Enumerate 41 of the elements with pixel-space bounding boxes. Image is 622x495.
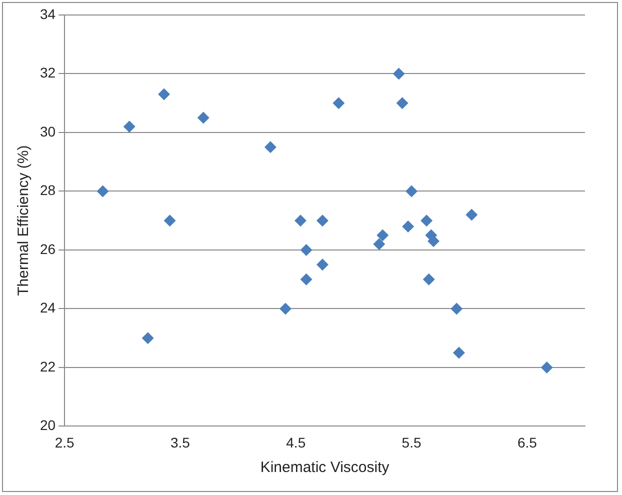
y-tick-label: 30 <box>40 123 56 140</box>
point <box>396 97 408 110</box>
x-axis-title: Kinematic Viscosity <box>260 459 390 476</box>
y-tick-label: 20 <box>40 417 56 434</box>
point <box>316 214 328 227</box>
y-tick-label: 32 <box>40 64 56 81</box>
point <box>406 185 418 198</box>
point <box>332 97 345 110</box>
y-tick-label: 24 <box>40 300 56 316</box>
point <box>420 214 433 227</box>
y-tick-label: 28 <box>40 182 56 198</box>
point <box>422 273 435 286</box>
point <box>264 141 276 154</box>
point <box>316 258 328 271</box>
x-tick-label: 2.5 <box>54 434 75 450</box>
x-tick-label: 3.5 <box>170 434 190 450</box>
point <box>164 214 176 227</box>
point <box>300 244 312 256</box>
point <box>373 238 386 250</box>
point <box>197 112 210 124</box>
x-tick-label: 4.5 <box>286 434 306 450</box>
point <box>158 88 170 100</box>
point <box>142 332 154 344</box>
point <box>450 302 463 315</box>
point <box>452 346 465 359</box>
y-axis-title: Thermal Efficiency (%) <box>15 145 32 296</box>
y-tick-label: 26 <box>40 240 56 257</box>
point <box>376 229 389 242</box>
point <box>540 361 553 374</box>
point <box>96 185 109 198</box>
y-tick-label: 34 <box>40 6 56 22</box>
x-tick-label: 6.5 <box>517 434 538 450</box>
point <box>300 273 312 286</box>
point <box>123 120 136 133</box>
point <box>294 214 306 227</box>
x-tick-label: 5.5 <box>402 434 422 450</box>
point <box>402 220 414 232</box>
point <box>279 302 292 315</box>
point <box>392 68 405 80</box>
point <box>466 208 478 221</box>
y-tick-label: 22 <box>40 358 56 374</box>
